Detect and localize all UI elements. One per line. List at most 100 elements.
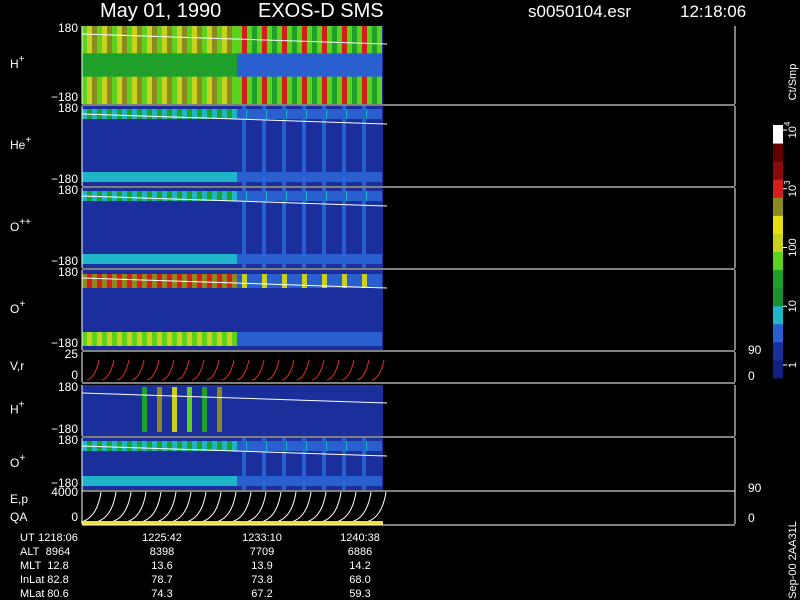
label-sup: ++ xyxy=(19,217,31,228)
trace xyxy=(251,359,265,381)
cell xyxy=(142,274,147,288)
cell xyxy=(212,332,217,346)
table-cell: 1240:38 xyxy=(340,532,380,544)
cell xyxy=(162,191,167,201)
cell xyxy=(312,274,317,288)
table-cell: 82.8 xyxy=(47,574,68,586)
cell xyxy=(82,274,87,288)
tick-label: 90 xyxy=(748,481,762,495)
cell xyxy=(152,332,157,346)
cell xyxy=(287,441,292,451)
cell xyxy=(162,332,167,346)
cell xyxy=(337,254,342,264)
cell xyxy=(82,172,87,182)
cell xyxy=(132,109,137,119)
cell xyxy=(217,254,222,264)
cell xyxy=(282,438,286,490)
cell xyxy=(242,53,247,77)
cell xyxy=(162,441,167,451)
cell xyxy=(352,53,357,77)
cell xyxy=(372,109,377,119)
cell xyxy=(212,172,217,182)
cell xyxy=(332,172,337,182)
table-cell: 13.9 xyxy=(251,560,272,572)
cell xyxy=(307,441,312,451)
trace xyxy=(101,359,115,381)
table-cell: 67.2 xyxy=(251,588,272,600)
cell xyxy=(197,172,202,182)
table-cell: 6886 xyxy=(348,546,372,558)
cell xyxy=(162,254,167,264)
trace xyxy=(206,359,220,381)
cell xyxy=(237,254,242,264)
label-base: O xyxy=(10,302,19,316)
trace xyxy=(146,359,160,381)
cell xyxy=(202,332,207,346)
cell xyxy=(187,441,192,451)
cell xyxy=(97,172,102,182)
cell xyxy=(127,332,132,346)
table-cell: 78.7 xyxy=(151,574,172,586)
label-sup: + xyxy=(19,399,25,410)
cell xyxy=(157,254,162,264)
row-label: MLat xyxy=(20,588,44,600)
cell xyxy=(187,191,192,201)
trace xyxy=(311,359,325,381)
cell xyxy=(237,332,242,346)
panel-label: H+ xyxy=(10,399,25,417)
cell xyxy=(197,254,202,264)
trace xyxy=(296,359,310,381)
cell xyxy=(127,441,132,451)
date: May 01, 1990 xyxy=(100,0,221,22)
cell xyxy=(172,476,177,486)
cell xyxy=(302,274,307,288)
cell xyxy=(82,53,87,77)
cell xyxy=(177,191,182,201)
colorbar-swatch xyxy=(773,143,783,162)
cell xyxy=(267,274,272,288)
cell xyxy=(197,53,202,77)
cell xyxy=(147,274,152,288)
cell xyxy=(162,53,167,77)
cell xyxy=(292,254,297,264)
colorbar-swatch xyxy=(773,215,783,234)
cell xyxy=(367,254,372,264)
cell xyxy=(347,332,352,346)
cell xyxy=(252,109,257,119)
cell xyxy=(277,441,282,451)
cell xyxy=(352,191,357,201)
cell xyxy=(147,172,152,182)
label-base: O xyxy=(10,456,19,470)
cell xyxy=(107,172,112,182)
cell xyxy=(292,191,297,201)
cell xyxy=(212,191,217,201)
cell xyxy=(257,191,262,201)
cell xyxy=(297,254,302,264)
cell xyxy=(242,274,247,288)
cell xyxy=(162,476,167,486)
tick-text: 1 xyxy=(787,362,799,368)
tick-label: 180 xyxy=(58,183,78,197)
cell xyxy=(307,191,312,201)
cell xyxy=(297,109,302,119)
cell xyxy=(97,476,102,486)
cell xyxy=(262,106,266,186)
cell xyxy=(152,254,157,264)
cell xyxy=(177,476,182,486)
cell xyxy=(267,53,272,77)
time: 12:18:06 xyxy=(680,2,746,21)
cell xyxy=(237,274,242,288)
cell xyxy=(122,191,127,201)
cell xyxy=(137,254,142,264)
cell xyxy=(147,476,152,486)
cell xyxy=(182,332,187,346)
cell xyxy=(367,441,372,451)
trace xyxy=(191,359,205,381)
cell xyxy=(362,438,366,490)
cell xyxy=(277,274,282,288)
cell xyxy=(372,441,377,451)
cell xyxy=(312,254,317,264)
cell xyxy=(117,191,122,201)
table-cell: 12.8 xyxy=(47,560,68,572)
colorbar-swatch xyxy=(773,323,783,343)
